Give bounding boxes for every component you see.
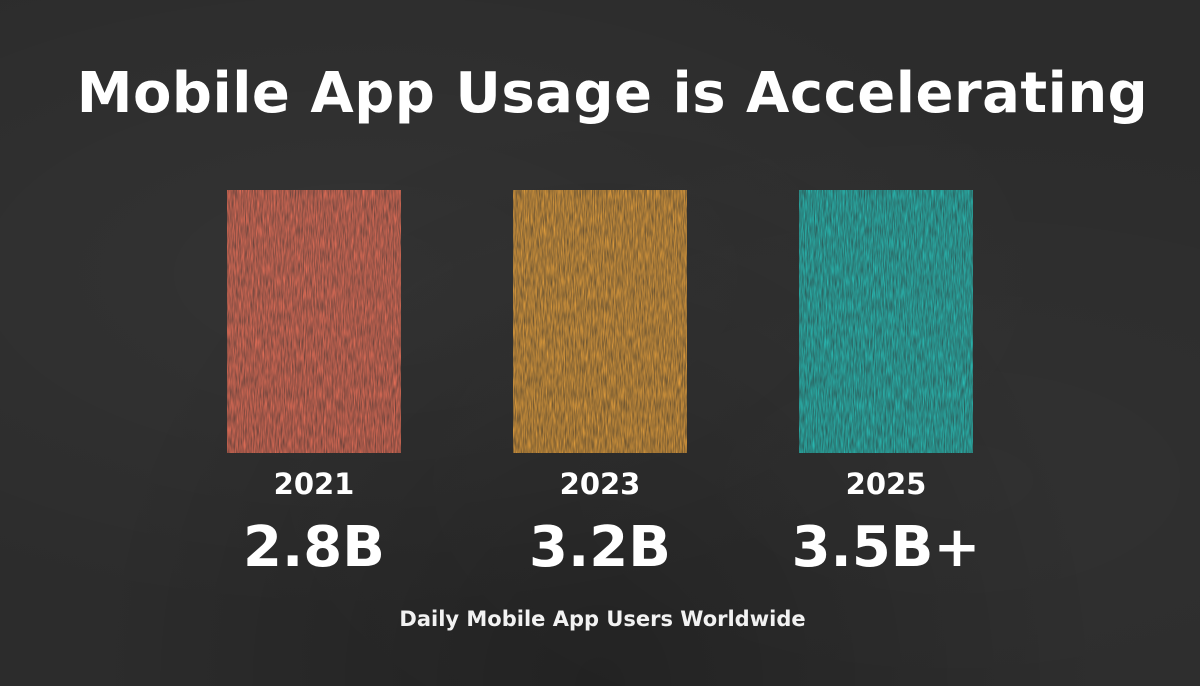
chart-caption: Daily Mobile App Users Worldwide — [399, 607, 806, 631]
category-label-2025: 2025 — [846, 467, 927, 501]
value-label-2025: 3.5B+ — [792, 515, 981, 580]
value-label-2021: 2.8B — [243, 515, 385, 580]
category-label-2021: 2021 — [274, 467, 355, 501]
bar-2025 — [799, 190, 973, 453]
value-label-2023: 3.2B — [529, 515, 671, 580]
chart-title: Mobile App Usage is Accelerating — [76, 61, 1149, 126]
bar-2021 — [227, 190, 401, 453]
category-label-2023: 2023 — [560, 467, 641, 501]
bar-2023 — [513, 190, 687, 453]
